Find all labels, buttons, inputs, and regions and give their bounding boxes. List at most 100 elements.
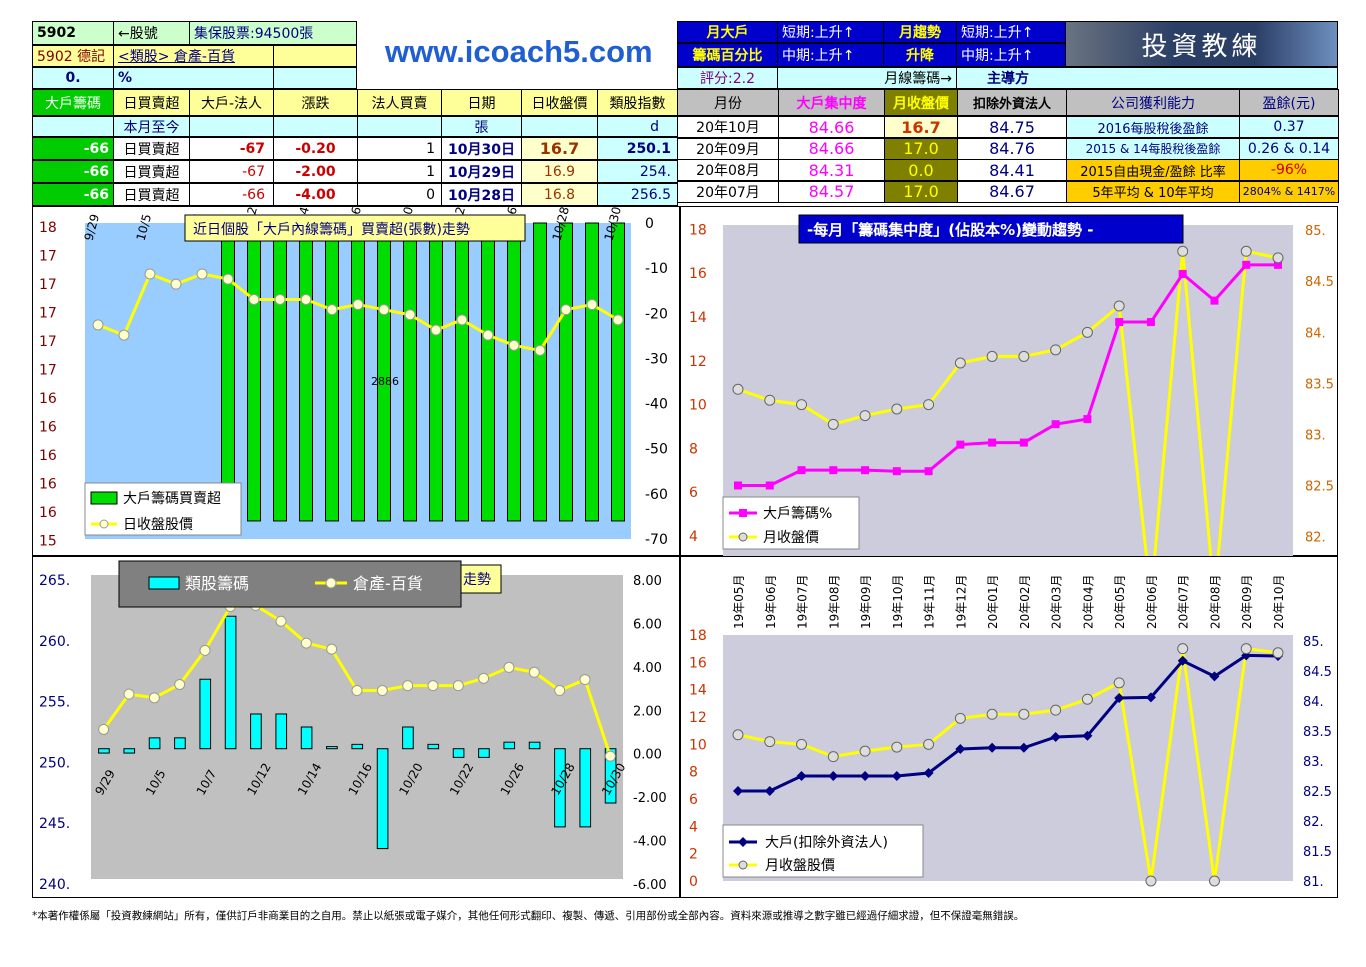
concentration-point <box>1274 260 1282 269</box>
price-point <box>482 329 494 341</box>
price-point <box>954 712 966 724</box>
col-header: 日期 <box>441 89 522 116</box>
big-holder-point <box>955 744 966 754</box>
mid-term-1: 中期:上升↑ <box>777 43 884 67</box>
sector-point <box>554 685 566 697</box>
lead-side: 主導方 <box>956 67 1338 89</box>
col-header: 類股指數 <box>597 89 678 116</box>
y-left-tick: 6 <box>689 485 698 501</box>
title-box <box>184 214 526 242</box>
col-header: 漲跌 <box>273 89 358 116</box>
price-point <box>986 708 998 720</box>
legend-label: 日收盤股價 <box>123 516 193 533</box>
legend-label: 類股籌碼 <box>185 574 249 593</box>
bar-chips <box>481 222 495 522</box>
daily-cell: 16.9 <box>521 160 598 183</box>
big-holder-point <box>1050 732 1061 742</box>
bar-sector <box>148 737 161 750</box>
panel-monthly-concentration: 18 16 14 12 10 8 6 4 85. 84.5 84. 83.5 83. 82.5 82. -每月… <box>680 206 1338 598</box>
title-box <box>798 214 1184 244</box>
bar-chips <box>507 222 521 522</box>
chart-title: 近日個股「大戶內線籌碼」買賣超(張數)走勢 <box>193 222 470 238</box>
bar-sector <box>98 748 110 754</box>
y-left-tick: 250. <box>39 755 70 771</box>
y-left-tick: 245. <box>39 816 70 832</box>
y-left-tick: 17 <box>39 277 57 293</box>
price-point <box>1208 875 1220 887</box>
y-right-tick: 84. <box>1305 326 1326 341</box>
price-point <box>248 293 260 305</box>
price-point <box>923 399 935 411</box>
bar-chips <box>351 222 365 522</box>
x-tick: 20年05月 <box>1113 574 1127 629</box>
y-left-tick: 16 <box>39 391 57 407</box>
monthly-cell: 84.76 <box>957 137 1067 160</box>
y-left-tick: 16 <box>39 505 57 521</box>
monthly-cell: 84.66 <box>778 116 885 138</box>
bar-sector <box>300 726 313 750</box>
short-term-2: 短期:上升↑ <box>956 21 1066 43</box>
y-left-tick: 10 <box>689 737 707 753</box>
month-col-header: 月份 <box>677 89 779 116</box>
concentration-point <box>1019 438 1028 447</box>
chart-title: 走勢 <box>463 572 491 588</box>
bar-sector <box>326 746 338 750</box>
chip-percent: 籌碼百分比 <box>677 43 778 67</box>
price-point <box>274 293 286 305</box>
price-point <box>378 304 390 316</box>
code-label: ←股號 <box>113 21 190 45</box>
y-right-tick: 83.5 <box>1303 725 1332 740</box>
price-point <box>732 383 744 395</box>
concentration-point <box>1178 270 1187 279</box>
x-tick: 20年08月 <box>1208 574 1222 629</box>
price-point <box>986 350 998 362</box>
sector-point <box>300 637 312 649</box>
monthly-cell: 84.75 <box>957 116 1067 138</box>
y-left-tick: 15 <box>39 534 57 550</box>
sector-point <box>604 750 616 762</box>
concentration-point <box>765 481 774 490</box>
legend-label: 倉產-百貨 <box>353 574 423 593</box>
concentration-point <box>988 438 997 447</box>
sector-point <box>148 692 160 704</box>
legend-label: 大戶籌碼買賣超 <box>123 491 221 507</box>
bar-sector <box>554 748 566 828</box>
y-left-tick: 12 <box>689 710 707 726</box>
sector-point <box>402 680 414 692</box>
sector-point <box>427 680 439 692</box>
daily-cell: -67 <box>189 160 274 183</box>
price-point <box>1272 252 1284 264</box>
y-left-tick: 17 <box>39 249 57 265</box>
big-holder-point <box>891 771 902 781</box>
daily-cell: -66 <box>32 160 114 183</box>
col-header: 大戶-法人 <box>189 89 274 116</box>
site-url[interactable]: www.icoach5.com <box>385 34 653 69</box>
daily-cell: 10月30日 <box>441 137 522 160</box>
panel-daily-chips: 18 17 17 17 17 17 16 16 16 16 16 15 0 -10 -20 -30 -40 -50… <box>32 205 680 556</box>
y-left-tick: 2 <box>689 847 698 863</box>
percent: % <box>113 67 274 89</box>
concentration-line <box>738 263 1278 487</box>
y-right-tick: -70 <box>645 532 668 548</box>
monthly-cell: 84.57 <box>778 180 885 203</box>
price-point <box>764 736 776 748</box>
chart-title: -每月「籌碼集中度」(佔股本%)變動趨勢 - <box>807 221 1093 239</box>
price-point <box>456 314 468 326</box>
daily-cell: 254. <box>597 160 678 183</box>
monthly-cell: -96% <box>1239 159 1339 181</box>
sector-point <box>376 685 388 697</box>
zero-value: 0. <box>32 67 114 89</box>
concentration-point <box>1083 415 1092 424</box>
bar-sector <box>402 726 414 750</box>
category: <類股> 倉產-百貨 <box>113 45 274 67</box>
logo: 投資教練 <box>1065 21 1338 67</box>
price-point <box>326 304 338 316</box>
cell <box>273 116 358 137</box>
bar-chips <box>533 222 547 522</box>
bar-chips <box>299 222 313 522</box>
price-point <box>144 268 156 280</box>
panel-sector-chips: 265. 260. 255. 250. 245. 240. 8.00 6.00 4.00 2.00… <box>32 556 680 898</box>
sector-point <box>98 723 110 735</box>
price-point <box>586 299 598 311</box>
daily-cell: 1 <box>357 160 442 183</box>
